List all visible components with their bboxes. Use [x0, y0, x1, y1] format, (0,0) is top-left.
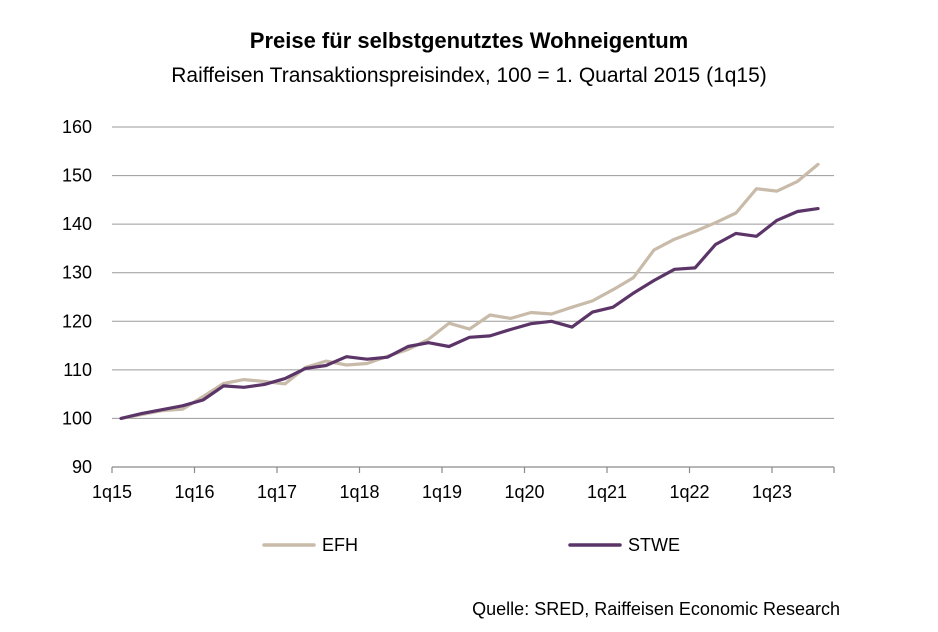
legend-label-stwe: STWE	[628, 535, 680, 555]
gridlines	[112, 126, 834, 419]
chart-subtitle: Raiffeisen Transaktionspreisindex, 100 =…	[171, 64, 767, 87]
y-tick-label-110: 110	[63, 360, 92, 380]
source-note: Quelle: SRED, Raiffeisen Economic Resear…	[472, 599, 840, 619]
legend-label-efh: EFH	[322, 535, 358, 555]
x-axis: 1q15 1q16 1q17 1q18 1q19 1q20 1q21 1q22 1q23	[92, 466, 835, 502]
x-tick-label-1q15: 1q15	[92, 482, 132, 502]
y-tick-label-160: 160	[62, 117, 92, 137]
x-tick-label-1q21: 1q21	[587, 482, 627, 502]
y-tick-label-90: 90	[72, 457, 92, 477]
x-tick-label-1q23: 1q23	[752, 482, 792, 502]
x-tick-label-1q22: 1q22	[669, 482, 709, 502]
y-tick-label-140: 140	[62, 214, 92, 234]
x-tick-label-1q16: 1q16	[174, 482, 214, 502]
series-lines	[119, 162, 820, 420]
y-tick-label-120: 120	[62, 311, 92, 331]
y-axis-ticks: 90 100 110 120 130 140 150 160	[62, 117, 92, 477]
x-tick-label-1q17: 1q17	[257, 482, 297, 502]
series-line-stwe	[119, 207, 820, 420]
y-tick-label-100: 100	[62, 408, 92, 428]
x-tick-label-1q20: 1q20	[504, 482, 544, 502]
chart-title: Preise für selbstgenutztes Wohneigentum	[249, 28, 689, 53]
y-tick-label-130: 130	[62, 263, 92, 283]
series-line-efh	[119, 162, 820, 420]
x-tick-label-1q19: 1q19	[422, 482, 462, 502]
y-tick-label-150: 150	[62, 166, 92, 186]
x-tick-label-1q18: 1q18	[339, 482, 379, 502]
legend: EFH STWE	[262, 535, 680, 555]
